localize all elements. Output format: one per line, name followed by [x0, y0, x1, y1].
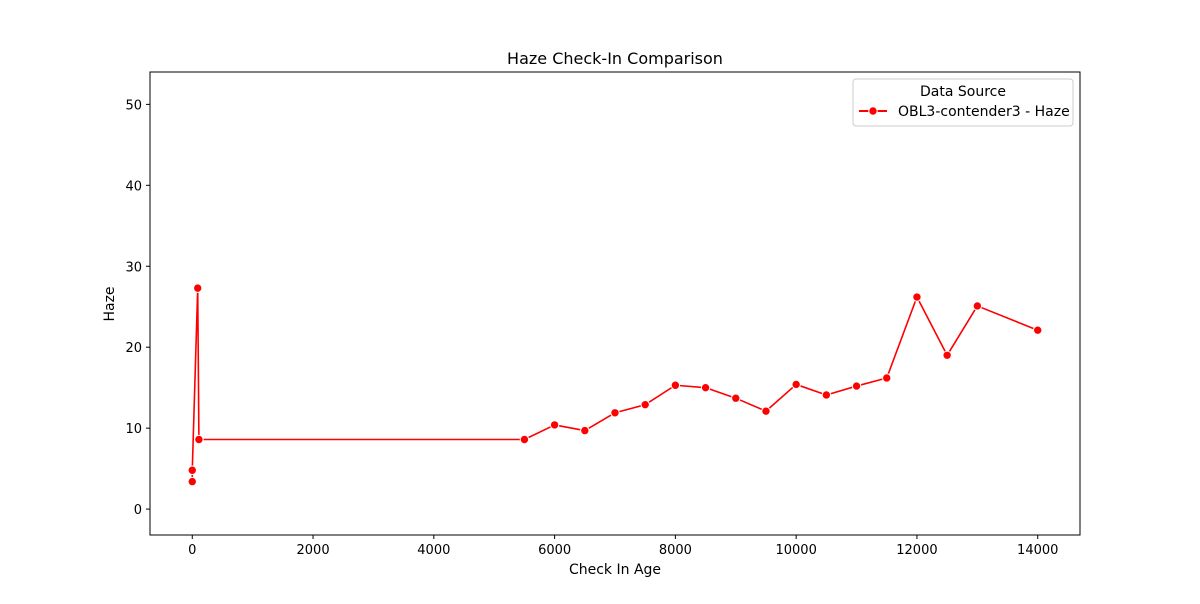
data-point-9	[670, 380, 681, 390]
x-tick-label: 10000	[775, 543, 816, 558]
chart-title: Haze Check-In Comparison	[507, 49, 723, 68]
x-axis-label: Check In Age	[569, 562, 661, 578]
data-point-2	[193, 283, 203, 293]
data-point-0	[187, 476, 197, 487]
legend-frame	[852, 78, 1074, 127]
x-tick-label: 8000	[659, 543, 692, 558]
data-point-8	[640, 399, 650, 410]
y-tick-label: 0	[134, 503, 142, 518]
plot-area	[187, 283, 1043, 487]
x-tick-label: 0	[188, 543, 196, 558]
data-point-6	[580, 425, 590, 436]
x-tick-label: 14000	[1017, 543, 1058, 558]
data-point-3	[194, 434, 204, 445]
data-point-16	[882, 373, 892, 383]
data-point-14	[821, 390, 832, 400]
y-tick-label: 20	[125, 341, 142, 356]
data-point-11	[731, 393, 741, 403]
legend-series-marker	[868, 106, 878, 116]
data-point-17	[912, 292, 922, 302]
data-point-18	[942, 350, 952, 360]
legend-series-label: OBL3-contender3 - Haze	[898, 104, 1070, 120]
x-tick-label: 4000	[417, 543, 450, 558]
data-point-19	[972, 301, 983, 311]
data-point-15	[851, 381, 862, 391]
data-point-4	[519, 434, 530, 445]
x-tick-label: 2000	[297, 543, 330, 558]
legend: Data Source OBL3-contender3 - Haze	[852, 78, 1074, 127]
data-point-10	[700, 382, 711, 393]
x-tick-label: 6000	[538, 543, 571, 558]
data-point-7	[610, 408, 620, 418]
data-point-12	[761, 406, 771, 416]
x-tick-label: 12000	[896, 543, 937, 558]
data-point-20	[1033, 325, 1043, 335]
y-tick-label: 10	[125, 422, 142, 437]
y-tick-label: 30	[125, 260, 142, 275]
axes: 0 2000 4000 6000 8000 10000 12000 14000 0 10 20 30 4…	[125, 71, 1081, 558]
plot-frame	[149, 71, 1081, 536]
data-point-13	[791, 379, 801, 390]
data-point-1	[187, 465, 197, 475]
y-tick-label: 40	[125, 179, 142, 194]
y-axis-label: Haze	[102, 286, 118, 321]
legend-title: Data Source	[920, 84, 1006, 100]
y-tick-label: 50	[125, 98, 142, 113]
data-point-5	[549, 420, 560, 430]
